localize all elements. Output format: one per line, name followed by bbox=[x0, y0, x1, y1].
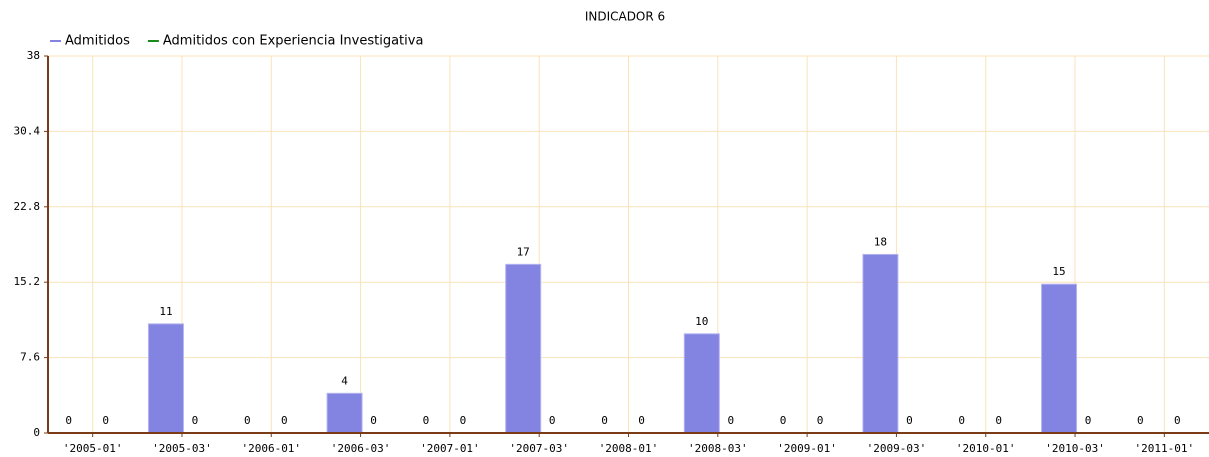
x-tick-label: '2008-03' bbox=[688, 442, 748, 455]
value-label: 0 bbox=[1137, 414, 1144, 427]
value-label: 0 bbox=[780, 414, 787, 427]
x-tick-label: '2007-03' bbox=[509, 442, 569, 455]
x-tick-label: '2005-03' bbox=[152, 442, 212, 455]
value-label: 0 bbox=[192, 414, 199, 427]
x-tick-label: '2010-03' bbox=[1045, 442, 1105, 455]
y-tick-label: 0 bbox=[33, 426, 40, 439]
value-label: 0 bbox=[817, 414, 824, 427]
legend-swatch bbox=[147, 40, 159, 42]
value-label: 0 bbox=[601, 414, 608, 427]
value-label: 0 bbox=[244, 414, 251, 427]
legend-label: Admitidos bbox=[65, 34, 130, 49]
bar bbox=[326, 392, 363, 434]
value-label: 0 bbox=[995, 414, 1002, 427]
value-label: 0 bbox=[958, 414, 965, 427]
value-label: 0 bbox=[638, 414, 645, 427]
y-tick-label: 38 bbox=[27, 49, 40, 62]
bar bbox=[683, 333, 720, 434]
value-label: 0 bbox=[727, 414, 734, 427]
value-label: 0 bbox=[460, 414, 467, 427]
chart-title: INDICADOR 6 bbox=[585, 10, 665, 24]
x-tick-label: '2009-01' bbox=[777, 442, 837, 455]
bar bbox=[505, 263, 542, 434]
bar bbox=[147, 323, 184, 434]
x-tick-label: '2008-01' bbox=[599, 442, 659, 455]
x-tick-label: '2010-01' bbox=[956, 442, 1016, 455]
legend-swatch bbox=[50, 40, 61, 42]
y-tick-label: 15.2 bbox=[14, 275, 41, 288]
x-tick-label: '2006-03' bbox=[331, 442, 391, 455]
x-tick-label: '2011-01' bbox=[1135, 442, 1195, 455]
value-label: 10 bbox=[695, 315, 708, 328]
x-tick-label: '2009-03' bbox=[867, 442, 927, 455]
x-tick-label: '2006-01' bbox=[241, 442, 301, 455]
value-label: 0 bbox=[423, 414, 430, 427]
y-tick-label: 22.8 bbox=[14, 200, 41, 213]
value-label: 0 bbox=[65, 414, 72, 427]
value-label: 0 bbox=[1174, 414, 1181, 427]
value-label: 0 bbox=[906, 414, 913, 427]
y-tick-label: 7.6 bbox=[20, 351, 40, 364]
x-tick-label: '2005-01' bbox=[63, 442, 123, 455]
x-tick-label: '2007-01' bbox=[420, 442, 480, 455]
value-label: 4 bbox=[341, 374, 348, 387]
y-tick-label: 30.4 bbox=[14, 124, 41, 137]
value-label: 0 bbox=[549, 414, 556, 427]
value-label: 18 bbox=[874, 235, 887, 248]
value-label: 11 bbox=[159, 305, 172, 318]
value-label: 17 bbox=[517, 245, 530, 258]
value-label: 0 bbox=[1085, 414, 1092, 427]
bar bbox=[862, 253, 899, 434]
value-label: 0 bbox=[102, 414, 109, 427]
bar bbox=[1041, 283, 1078, 434]
value-label: 0 bbox=[281, 414, 288, 427]
value-label: 15 bbox=[1052, 265, 1065, 278]
legend-label: Admitidos con Experiencia Investigativa bbox=[163, 34, 424, 49]
value-label: 0 bbox=[370, 414, 377, 427]
